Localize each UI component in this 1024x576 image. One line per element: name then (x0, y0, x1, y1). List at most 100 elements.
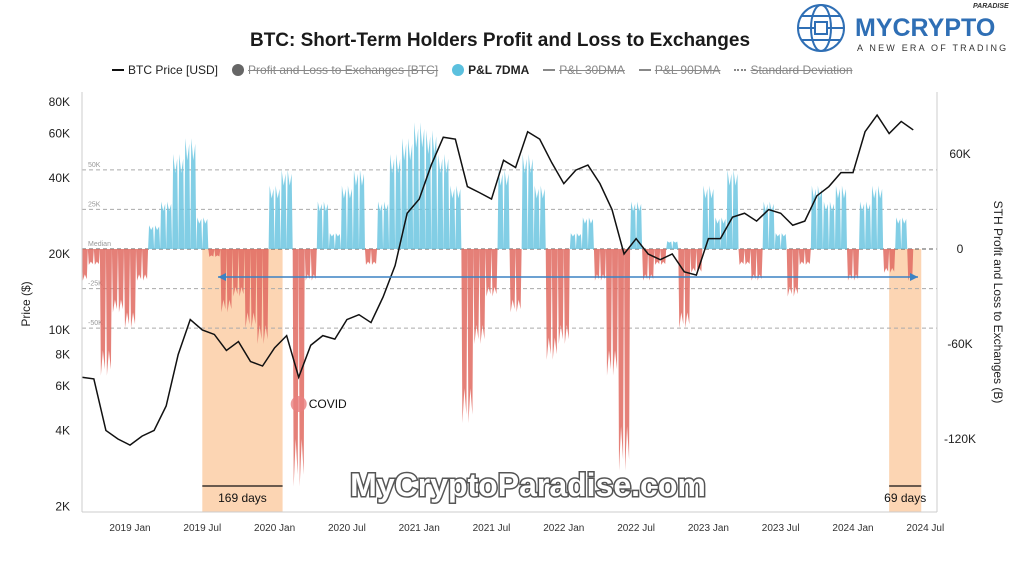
right-tick-label: 0 (957, 242, 964, 256)
right-tick-label: -60K (947, 337, 972, 351)
legend-pnl-7dma[interactable]: P&L 7DMA (452, 63, 529, 77)
loss-area (551, 249, 558, 360)
profit-area (636, 201, 643, 249)
band-label: 25K (88, 201, 101, 208)
band-label: Median (88, 241, 111, 248)
profit-area (148, 225, 155, 249)
profit-area (503, 169, 510, 249)
profit-area (672, 241, 679, 249)
profit-area (810, 185, 817, 249)
loss-area (593, 249, 600, 281)
loss-area (750, 249, 757, 281)
loss-area (461, 249, 468, 424)
profit-area (575, 233, 582, 249)
loss-area (250, 249, 257, 329)
left-tick-label: 8K (55, 347, 70, 361)
legend-line (638, 69, 651, 71)
profit-area (443, 154, 450, 249)
loss-area (485, 249, 492, 297)
legend-line (734, 69, 747, 71)
x-tick-label: 2019 Jan (109, 523, 150, 534)
loss-area (105, 249, 112, 376)
legend-std-dev[interactable]: Standard Deviation (734, 63, 853, 77)
x-tick-label: 2024 Jan (832, 523, 873, 534)
loss-area (509, 249, 516, 313)
legend-line (112, 69, 124, 71)
legend-label: BTC Price [USD] (128, 63, 219, 77)
left-tick-label: 20K (49, 247, 70, 261)
profit-area (708, 185, 715, 249)
loss-area (624, 249, 631, 471)
x-tick-label: 2024 Jul (906, 523, 944, 534)
profit-area (340, 185, 347, 249)
profit-area (322, 201, 329, 249)
legend-pnl-30dma[interactable]: P&L 30DMA (543, 63, 625, 77)
loss-area (515, 249, 522, 313)
legend-pnl-90dma[interactable]: P&L 90DMA (638, 63, 721, 77)
legend-label: P&L 90DMA (654, 63, 721, 77)
loss-area (208, 249, 215, 257)
profit-area (780, 233, 787, 249)
band-label: -50K (88, 320, 103, 327)
profit-area (587, 217, 594, 249)
profit-area (286, 169, 293, 249)
loss-area (563, 249, 570, 344)
profit-area (569, 233, 576, 249)
x-tick-label: 2021 Jan (399, 523, 440, 534)
loss-area (889, 249, 896, 273)
profit-area (358, 169, 365, 249)
loss-area (304, 249, 311, 281)
covid-marker (290, 396, 307, 412)
profit-area (268, 185, 275, 249)
highlight-range (202, 249, 283, 512)
profit-area (166, 201, 173, 249)
loss-area (214, 249, 221, 257)
profit-area (346, 185, 353, 249)
logo-tagline: A NEW ERA OF TRADING (857, 43, 1008, 53)
profit-area (732, 169, 739, 249)
loss-area (557, 249, 564, 344)
x-tick-label: 2020 Jan (254, 523, 295, 534)
left-tick-label: 80K (49, 95, 70, 109)
btc-price-line (81, 113, 914, 446)
legend-label: Profit and Loss to Exchanges [BTC] (248, 63, 439, 77)
loss-area (232, 249, 239, 297)
loss-area (684, 249, 691, 329)
loss-area (738, 249, 745, 265)
loss-area (642, 249, 649, 281)
left-tick-label: 6K (55, 379, 70, 393)
profit-area (334, 233, 341, 249)
loss-area (491, 249, 498, 297)
profit-area (533, 185, 540, 249)
x-tick-label: 2019 Jul (183, 523, 221, 534)
legend: BTC Price [USD] Profit and Loss to Excha… (112, 63, 853, 77)
loss-area (853, 249, 860, 281)
left-tick-label: 2K (55, 499, 70, 513)
logo: PARADISE MYCRYPTO A NEW ERA OF TRADING (797, 3, 1009, 53)
legend-btc-price[interactable]: BTC Price [USD] (112, 63, 218, 77)
profit-area (834, 185, 841, 249)
profit-area (895, 217, 902, 249)
profit-area (859, 201, 866, 249)
loss-area (310, 249, 317, 281)
loss-area (786, 249, 793, 297)
loss-area (545, 249, 552, 360)
right-tick-label: 60K (949, 147, 970, 161)
loss-area (654, 249, 661, 265)
band-label: 50K (88, 162, 101, 169)
loss-area (244, 249, 251, 329)
left-tick-label: 10K (49, 323, 70, 337)
legend-pnl-exchanges[interactable]: Profit and Loss to Exchanges [BTC] (232, 63, 438, 77)
loss-area (798, 249, 805, 265)
profit-area (714, 217, 721, 249)
right-axis-label: STH Profit and Loss to Exchanges (B) (991, 201, 1005, 404)
loss-area (81, 249, 88, 281)
loss-area (883, 249, 890, 273)
profit-area (280, 169, 287, 249)
loss-area (744, 249, 751, 265)
band-label: -25K (88, 281, 103, 288)
profit-area (865, 201, 872, 249)
loss-area (618, 249, 625, 471)
profit-area (630, 201, 637, 249)
legend-dot (452, 64, 465, 76)
